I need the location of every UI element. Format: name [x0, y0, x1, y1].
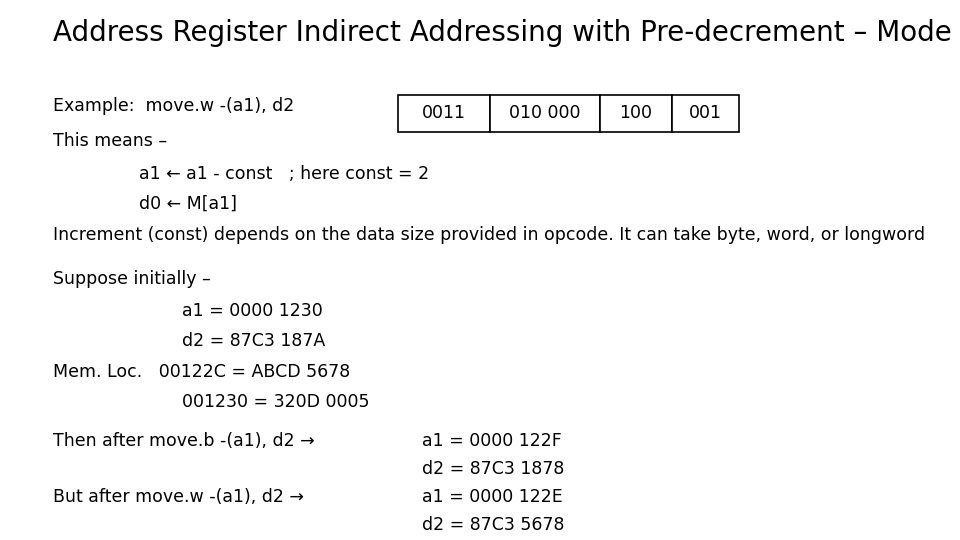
Text: 010 000: 010 000 — [509, 104, 581, 123]
Bar — [672, 94, 739, 132]
Text: d0 ← M[a1]: d0 ← M[a1] — [139, 194, 237, 212]
Text: d2 = 87C3 1878: d2 = 87C3 1878 — [422, 460, 564, 478]
Text: a1 = 0000 122E: a1 = 0000 122E — [422, 488, 564, 506]
Text: Mem. Loc.   00122C = ABCD 5678: Mem. Loc. 00122C = ABCD 5678 — [53, 363, 350, 381]
Text: a1 = 0000 122F: a1 = 0000 122F — [422, 432, 563, 450]
Text: a1 = 0000 1230: a1 = 0000 1230 — [182, 302, 324, 320]
Text: a1 ← a1 - const   ; here const = 2: a1 ← a1 - const ; here const = 2 — [139, 165, 429, 183]
Text: Address Register Indirect Addressing with Pre-decrement – Mode 4: Address Register Indirect Addressing wit… — [53, 19, 960, 47]
Text: This means –: This means – — [53, 132, 167, 150]
Text: But after move.w -(a1), d2 →: But after move.w -(a1), d2 → — [53, 488, 303, 506]
Text: 0011: 0011 — [422, 104, 466, 123]
Text: d2 = 87C3 187A: d2 = 87C3 187A — [182, 332, 325, 350]
Text: Example:  move.w -(a1), d2: Example: move.w -(a1), d2 — [53, 97, 294, 115]
Text: 001230 = 320D 0005: 001230 = 320D 0005 — [182, 393, 370, 411]
Bar — [398, 94, 490, 132]
Text: Then after move.b -(a1), d2 →: Then after move.b -(a1), d2 → — [53, 432, 315, 450]
Bar — [490, 94, 600, 132]
Text: 100: 100 — [619, 104, 653, 123]
Text: d2 = 87C3 5678: d2 = 87C3 5678 — [422, 516, 564, 534]
Text: 001: 001 — [689, 104, 722, 123]
Bar — [600, 94, 672, 132]
Text: Suppose initially –: Suppose initially – — [53, 270, 210, 288]
Text: Increment (const) depends on the data size provided in opcode. It can take byte,: Increment (const) depends on the data si… — [53, 226, 924, 244]
